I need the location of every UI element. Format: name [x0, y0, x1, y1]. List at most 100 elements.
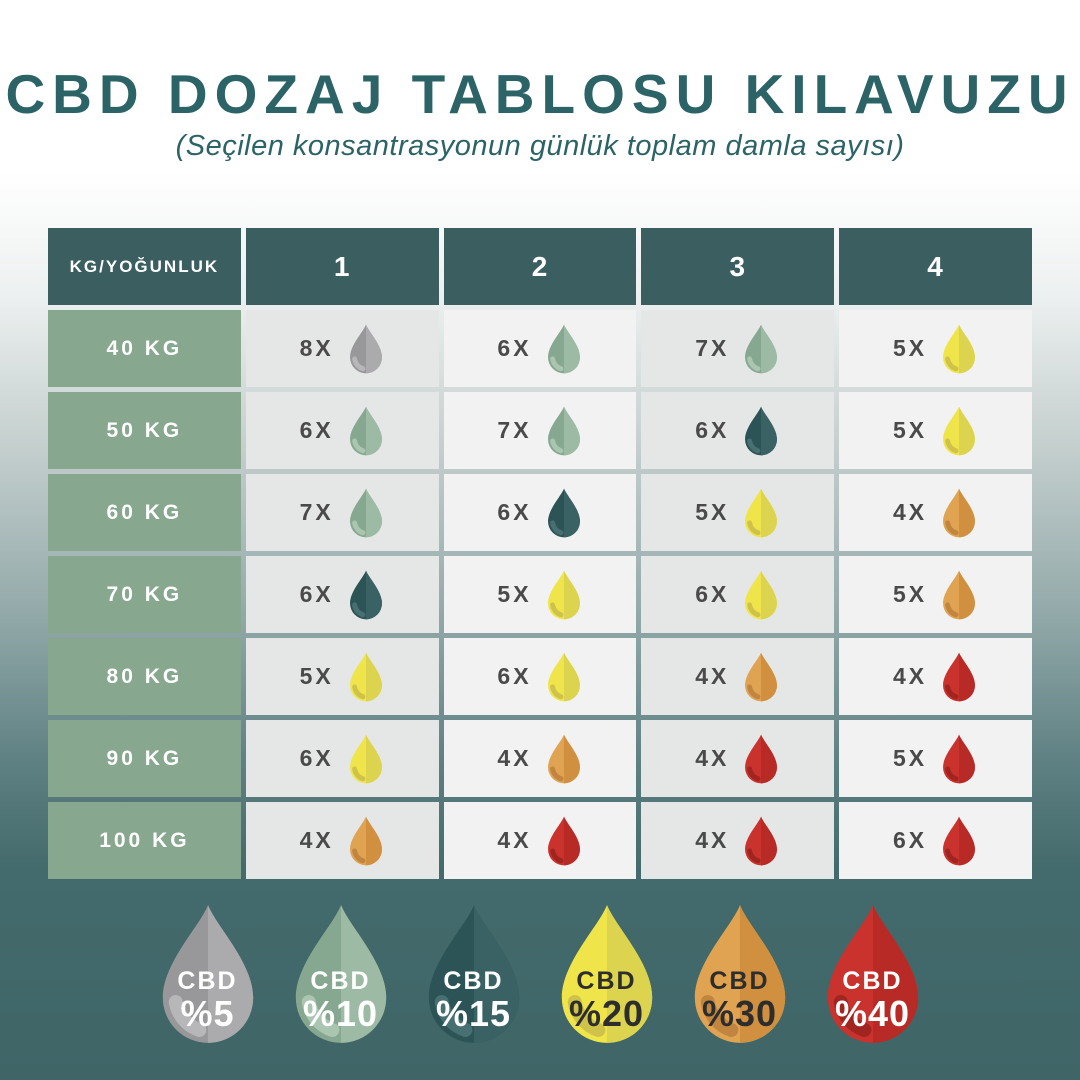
dose-cell: 4X [641, 802, 835, 879]
row-label-90-kg: 90 KG [48, 720, 241, 797]
dose-count: 4X [695, 827, 730, 853]
legend-label-percent: %15 [435, 992, 512, 1034]
legend-label-cbd: CBD [177, 967, 238, 996]
dose-count: 4X [497, 745, 532, 771]
droplet-icon-gray [162, 905, 253, 1043]
droplet-icon-red [745, 816, 778, 865]
dose-count: 6X [893, 827, 928, 853]
dose-count: 5X [695, 499, 730, 525]
droplet-icon-yellow [349, 652, 382, 701]
dose-count: 6X [497, 499, 532, 525]
legend-label: CBD %20 [549, 968, 665, 1032]
droplet-icon-red [827, 905, 918, 1043]
droplet-icon-sage [745, 324, 778, 373]
droplet-icon-sage [547, 324, 580, 373]
column-header-2: 2 [443, 228, 637, 305]
dose-cell: 7X [245, 474, 439, 551]
legend-label: CBD %10 [283, 968, 399, 1032]
dose-count: 4X [695, 745, 730, 771]
row-label-80-kg: 80 KG [48, 638, 241, 715]
legend-label: CBD %15 [416, 968, 532, 1032]
dose-cell: 6X [443, 310, 637, 387]
row-label-60-kg: 60 KG [48, 474, 241, 551]
dose-cell: 6X [443, 638, 637, 715]
dose-count: 5X [893, 417, 928, 443]
dose-cell: 8X [245, 310, 439, 387]
droplet-icon-sage [547, 406, 580, 455]
droplet-icon-red [943, 734, 976, 783]
dose-count: 5X [893, 581, 928, 607]
dose-cell: 7X [443, 392, 637, 469]
dose-count: 6X [299, 417, 334, 443]
dose-cell: 4X [641, 638, 835, 715]
droplet-icon-yellow [943, 324, 976, 373]
dose-count: 4X [893, 663, 928, 689]
droplet-icon-orange [943, 570, 976, 619]
droplet-icon-yellow [547, 652, 580, 701]
legend-item-cbd-40: CBD %40 [815, 903, 931, 1045]
page-subtitle: (Seçilen konsantrasyonun günlük toplam d… [175, 130, 905, 162]
dose-count: 7X [299, 499, 334, 525]
column-header-3: 3 [641, 228, 835, 305]
droplet-icon-orange [943, 488, 976, 537]
dose-count: 4X [893, 499, 928, 525]
dose-cell: 5X [443, 556, 637, 633]
dose-count: 7X [497, 417, 532, 443]
droplet-icon-sage [349, 488, 382, 537]
legend-item-cbd-20: CBD %20 [549, 903, 665, 1045]
dose-count: 7X [695, 335, 730, 361]
dose-cell: 6X [641, 392, 835, 469]
dose-cell: 5X [839, 310, 1032, 387]
dose-count: 6X [497, 663, 532, 689]
dose-count: 6X [695, 417, 730, 443]
droplet-icon-orange [694, 905, 785, 1043]
droplet-icon-teal [745, 406, 778, 455]
droplet-icon-orange [745, 652, 778, 701]
dose-count: 5X [893, 745, 928, 771]
dose-cell: 5X [839, 556, 1032, 633]
legend-label-cbd: CBD [576, 967, 637, 996]
droplet-icon-yellow [349, 734, 382, 783]
droplet-icon-sage [295, 905, 386, 1043]
legend-label-cbd: CBD [842, 967, 903, 996]
concentration-legend: CBD %5 CBD %10 CBD %15 CBD %20 CBD %30 CBD %40 [0, 903, 1080, 1045]
dose-cell: 6X [245, 720, 439, 797]
column-header-4: 4 [839, 228, 1032, 305]
dose-count: 6X [299, 745, 334, 771]
page-title: CBD DOZAJ TABLOSU KILAVUZU [5, 63, 1075, 125]
dose-cell: 4X [839, 474, 1032, 551]
dose-cell: 7X [641, 310, 835, 387]
legend-label-percent: %10 [302, 992, 379, 1034]
legend-item-cbd-15: CBD %15 [416, 903, 532, 1045]
dose-count: 6X [497, 335, 532, 361]
dose-count: 5X [893, 335, 928, 361]
row-label-50-kg: 50 KG [48, 392, 241, 469]
corner-header-cell: KG/YOĞUNLUK [48, 228, 241, 305]
legend-label: CBD %5 [150, 968, 266, 1032]
dose-cell: 6X [641, 556, 835, 633]
dose-cell: 6X [245, 392, 439, 469]
dose-cell: 5X [839, 720, 1032, 797]
droplet-icon-yellow [561, 905, 652, 1043]
dose-count: 4X [695, 663, 730, 689]
legend-label-percent: %30 [701, 992, 778, 1034]
legend-item-cbd-30: CBD %30 [682, 903, 798, 1045]
legend-label: CBD %30 [682, 968, 798, 1032]
dose-cell: 4X [443, 720, 637, 797]
dose-count: 4X [299, 827, 334, 853]
row-label-40-kg: 40 KG [48, 310, 241, 387]
droplet-icon-red [943, 652, 976, 701]
droplet-icon-teal [349, 570, 382, 619]
droplet-icon-yellow [547, 570, 580, 619]
droplet-icon-yellow [745, 570, 778, 619]
dose-cell: 4X [641, 720, 835, 797]
dose-count: 5X [497, 581, 532, 607]
row-label-70-kg: 70 KG [48, 556, 241, 633]
row-label-100-kg: 100 KG [48, 802, 241, 879]
dose-count: 8X [299, 335, 334, 361]
droplet-icon-red [745, 734, 778, 783]
droplet-icon-teal [428, 905, 519, 1043]
dose-cell: 6X [839, 802, 1032, 879]
legend-label: CBD %40 [815, 968, 931, 1032]
